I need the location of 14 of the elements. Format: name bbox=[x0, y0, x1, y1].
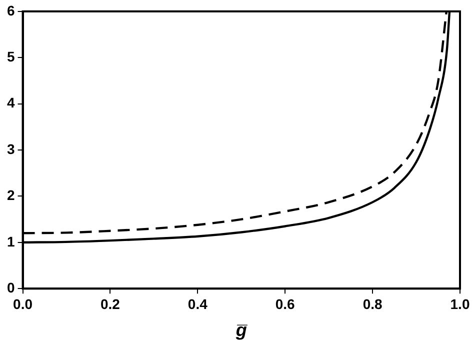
x-tick-label: 0.2 bbox=[100, 296, 120, 312]
y-tick-label: 0 bbox=[6, 279, 15, 296]
x-tick-label: 0.6 bbox=[275, 296, 296, 312]
y-tick-label: 2 bbox=[6, 187, 15, 204]
x-tick-label: 0.8 bbox=[362, 296, 382, 312]
x-axis-title: g̅ bbox=[234, 320, 248, 340]
x-tick-label: 1.0 bbox=[450, 296, 470, 312]
y-tick-label: 5 bbox=[6, 48, 15, 64]
x-tick-label: 0.4 bbox=[188, 296, 208, 312]
y-tick-label: 4 bbox=[6, 94, 15, 111]
y-tick-label: 3 bbox=[6, 140, 15, 157]
y-tick-label: 1 bbox=[6, 233, 15, 250]
y-tick-label: 6 bbox=[6, 2, 15, 18]
x-tick-label: 0.0 bbox=[13, 296, 33, 312]
